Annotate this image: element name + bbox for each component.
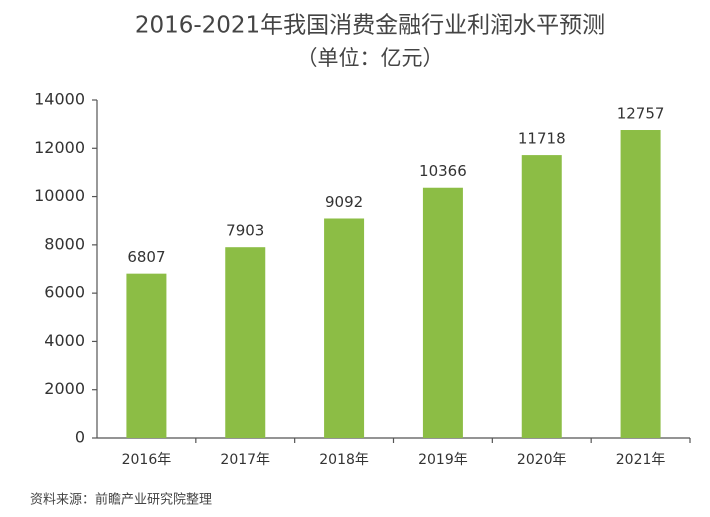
value-label: 11718 [518, 130, 566, 148]
bar [620, 130, 661, 438]
value-label: 9092 [325, 193, 363, 211]
x-tick-label: 2018年 [319, 452, 369, 468]
y-tick-label: 6000 [44, 283, 85, 302]
x-tick-label: 2017年 [220, 452, 270, 468]
y-tick-label: 10000 [34, 186, 85, 205]
value-label: 10366 [419, 162, 467, 180]
bar [126, 273, 167, 438]
source-note: 资料来源：前瞻产业研究院整理 [30, 492, 212, 508]
x-tick-label: 2021年 [616, 452, 666, 468]
chart-title: 2016-2021年我国消费金融行业利润水平预测 [135, 13, 605, 39]
value-label: 6807 [127, 248, 165, 266]
bar [422, 187, 463, 438]
y-tick-label: 8000 [44, 234, 85, 253]
bar [521, 155, 562, 438]
x-tick-label: 2019年 [418, 452, 468, 468]
x-tick-label: 2016年 [122, 452, 172, 468]
bar [225, 247, 266, 438]
value-label: 12757 [617, 105, 665, 123]
y-tick-label: 4000 [44, 331, 85, 350]
y-tick-label: 2000 [44, 379, 85, 398]
chart-subtitle: （单位：亿元） [297, 46, 444, 70]
y-tick-label: 14000 [34, 90, 85, 109]
y-tick-label: 12000 [34, 138, 85, 157]
x-tick-label: 2020年 [517, 452, 567, 468]
value-label: 7903 [226, 222, 264, 240]
y-tick-label: 0 [75, 428, 85, 447]
bar [324, 218, 365, 438]
